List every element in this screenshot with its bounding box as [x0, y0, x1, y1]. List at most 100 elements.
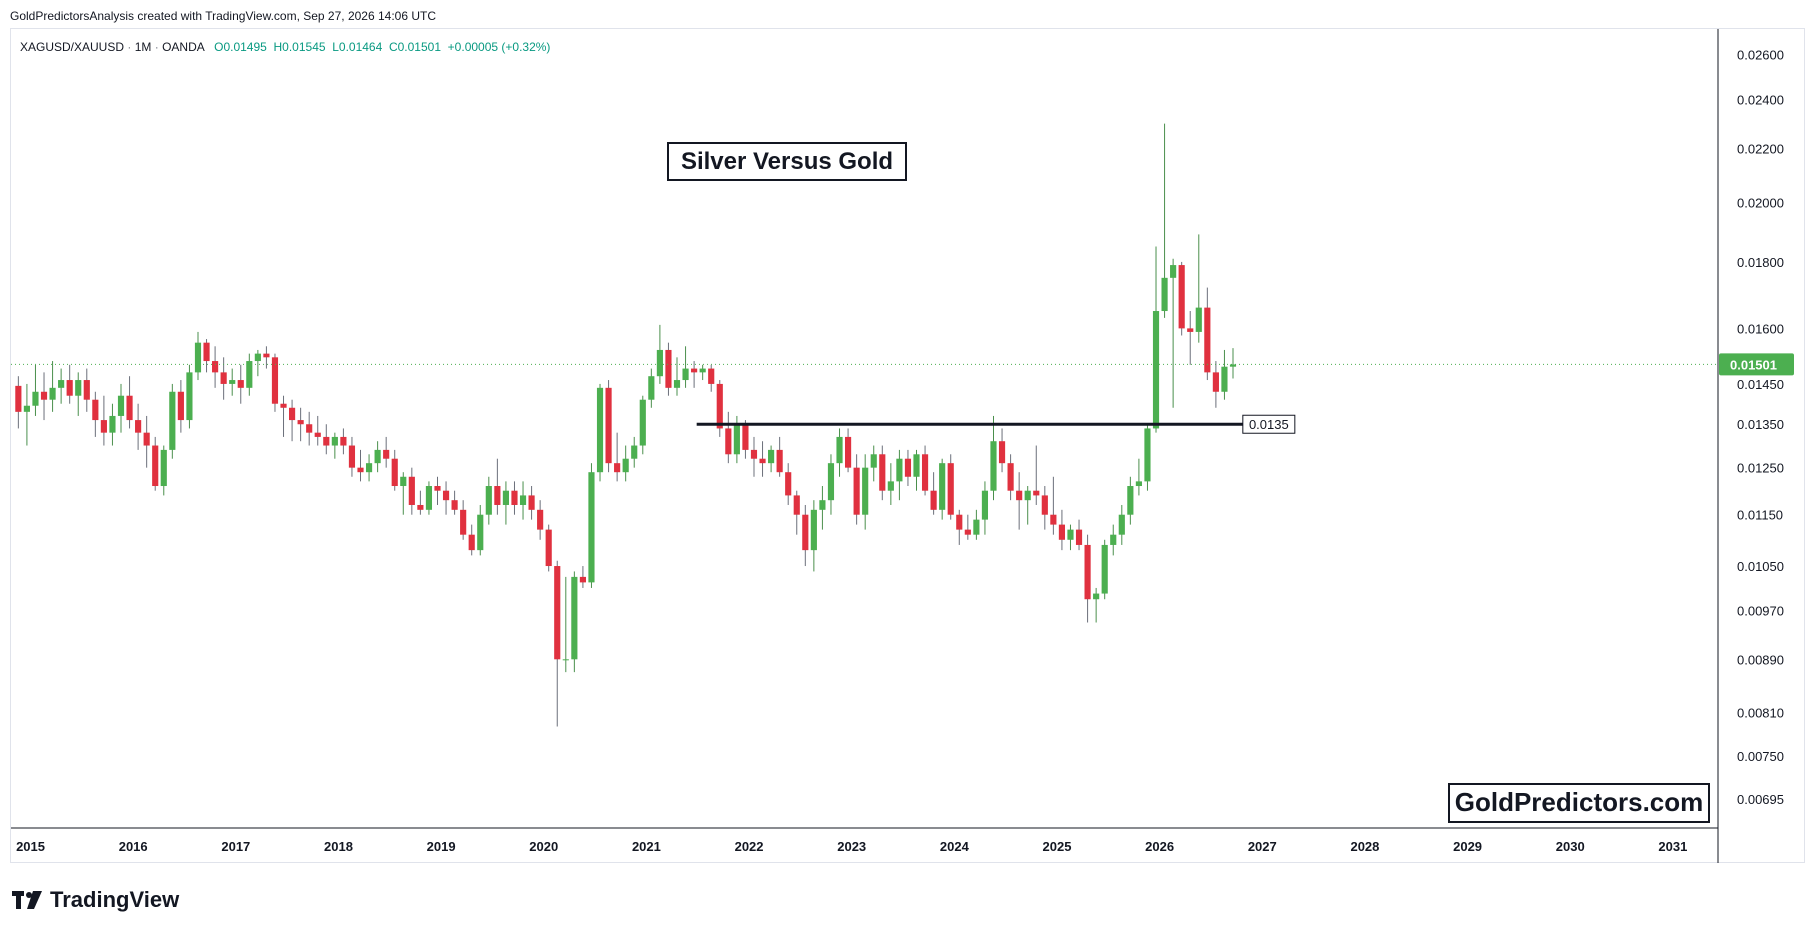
candle[interactable] — [117, 383, 125, 433]
candle[interactable] — [605, 380, 612, 473]
candle[interactable] — [391, 449, 398, 491]
candle[interactable] — [973, 509, 980, 540]
candle[interactable] — [40, 372, 48, 421]
candle[interactable] — [502, 481, 510, 525]
candle[interactable] — [1178, 261, 1185, 336]
candle[interactable] — [126, 376, 133, 429]
candle[interactable] — [246, 353, 253, 396]
candle[interactable] — [186, 364, 193, 429]
candle[interactable] — [1033, 445, 1040, 505]
candle[interactable] — [528, 486, 535, 520]
candle[interactable] — [930, 472, 937, 515]
candle[interactable] — [896, 449, 903, 501]
chart-frame[interactable] — [10, 28, 1805, 863]
candle[interactable] — [1195, 234, 1202, 343]
candle[interactable] — [862, 454, 869, 530]
candle[interactable] — [708, 364, 715, 392]
candle[interactable] — [1152, 246, 1160, 433]
candle[interactable] — [939, 458, 946, 520]
candle[interactable] — [288, 399, 296, 442]
candle[interactable] — [579, 566, 586, 588]
candle[interactable] — [665, 342, 672, 396]
candle[interactable] — [691, 361, 698, 388]
candle[interactable] — [1204, 287, 1211, 381]
candle[interactable] — [254, 349, 261, 377]
candle[interactable] — [1041, 486, 1048, 530]
watermark-annotation[interactable]: GoldPredictors.com — [1448, 783, 1710, 823]
candle[interactable] — [212, 346, 219, 388]
candle[interactable] — [785, 463, 792, 505]
candle[interactable] — [648, 368, 655, 408]
candle[interactable] — [237, 364, 244, 404]
candle[interactable] — [639, 395, 646, 455]
candle[interactable] — [750, 436, 758, 477]
candle[interactable] — [947, 454, 954, 520]
candle[interactable] — [160, 445, 167, 496]
candle[interactable] — [519, 481, 527, 520]
candle[interactable] — [32, 364, 39, 416]
candle[interactable] — [177, 380, 184, 433]
candle[interactable] — [374, 441, 381, 473]
candle[interactable] — [365, 454, 373, 482]
candle[interactable] — [23, 383, 30, 446]
candle[interactable] — [83, 368, 90, 412]
candle[interactable] — [562, 576, 569, 673]
candle[interactable] — [631, 436, 638, 468]
candle[interactable] — [1101, 539, 1108, 600]
candle[interactable] — [1229, 348, 1237, 379]
candle[interactable] — [348, 436, 356, 477]
candle[interactable] — [271, 353, 279, 412]
candle[interactable] — [1212, 361, 1219, 408]
candle[interactable] — [1187, 311, 1194, 365]
title-annotation[interactable]: Silver Versus Gold — [667, 142, 907, 181]
candle[interactable] — [451, 490, 458, 515]
candle[interactable] — [1067, 524, 1074, 551]
candle[interactable] — [280, 395, 287, 437]
candle[interactable] — [169, 383, 176, 459]
candle[interactable] — [827, 454, 835, 515]
candle[interactable] — [109, 403, 116, 446]
candle[interactable] — [297, 407, 304, 442]
candle[interactable] — [1058, 509, 1066, 551]
candle[interactable] — [135, 403, 142, 450]
candle[interactable] — [442, 481, 450, 515]
candle[interactable] — [75, 372, 82, 416]
candle[interactable] — [793, 490, 800, 535]
candle[interactable] — [357, 449, 364, 482]
candle[interactable] — [1221, 349, 1228, 400]
candle[interactable] — [511, 481, 518, 515]
candle[interactable] — [853, 454, 860, 525]
candle[interactable] — [306, 411, 313, 446]
candle[interactable] — [494, 458, 501, 515]
candle[interactable] — [990, 415, 997, 501]
candle[interactable] — [323, 424, 330, 455]
candle[interactable] — [725, 411, 732, 464]
candle[interactable] — [802, 504, 809, 567]
candle[interactable] — [887, 463, 894, 505]
candle[interactable] — [1135, 458, 1142, 496]
candle[interactable] — [998, 428, 1006, 473]
candle[interactable] — [1024, 486, 1031, 525]
candle[interactable] — [263, 346, 270, 369]
candle[interactable] — [904, 449, 912, 487]
candle[interactable] — [1050, 476, 1057, 535]
candle[interactable] — [152, 436, 159, 491]
candle[interactable] — [699, 364, 706, 381]
candle[interactable] — [545, 524, 552, 572]
candle[interactable] — [1007, 454, 1014, 501]
candle[interactable] — [759, 441, 766, 477]
candle[interactable] — [879, 445, 886, 501]
candle[interactable] — [485, 476, 492, 525]
candle[interactable] — [554, 560, 561, 727]
candle[interactable] — [870, 445, 877, 482]
candle[interactable] — [596, 383, 604, 482]
candle[interactable] — [203, 339, 210, 373]
candle[interactable] — [1161, 123, 1168, 318]
candle[interactable] — [1127, 476, 1134, 525]
candle[interactable] — [656, 324, 663, 384]
candle[interactable] — [1093, 587, 1100, 623]
candle[interactable] — [314, 415, 321, 446]
candle[interactable] — [981, 481, 989, 535]
candle[interactable] — [810, 500, 817, 572]
candle[interactable] — [1144, 424, 1151, 491]
